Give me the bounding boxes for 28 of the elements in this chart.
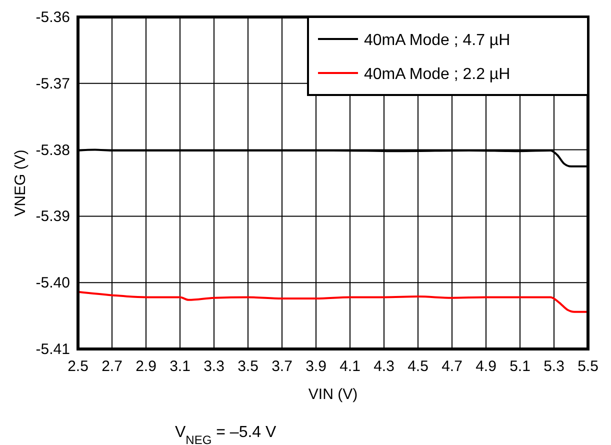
x-tick-label: 4.7 [442,358,462,375]
x-tick-label: 2.9 [136,358,156,375]
y-tick-label: -5.38 [36,142,70,159]
y-tick-label: -5.39 [36,208,70,226]
legend-label: 40mA Mode ; 2.2 µH [364,66,510,83]
x-tick-label: 3.5 [238,358,258,375]
y-tick-label: -5.37 [36,75,70,92]
y-axis-title: VNEG (V) [12,150,29,216]
line-series [77,290,589,313]
x-tick-label: 4.9 [476,358,496,375]
x-tick-label: 4.5 [408,358,428,375]
legend-label: 40mA Mode ; 4.7 µH [364,32,510,49]
x-tick-label: 5.1 [510,358,530,375]
x-tick-label: 5.3 [544,358,564,375]
x-tick-label: 2.7 [102,358,122,375]
x-tick-label: 3.3 [204,358,224,375]
text: V$_{NEG}$ = –5.4 V [175,424,277,445]
x-axis-title: VIN (V) [308,386,358,403]
x-tick-label: 4.3 [374,358,394,375]
x-tick-label: 3.7 [272,358,292,375]
x-tick-label: 5.5 [578,358,598,375]
y-tick-label: -5.41 [36,341,70,358]
x-tick-label: 2.5 [68,358,88,375]
x-tick-label: 3.1 [170,358,190,375]
x-tick-label: 4.1 [340,358,360,375]
y-tick-label: -5.36 [36,9,70,26]
x-tick-label: 3.9 [306,358,326,375]
y-tick-label: -5.40 [36,274,70,292]
